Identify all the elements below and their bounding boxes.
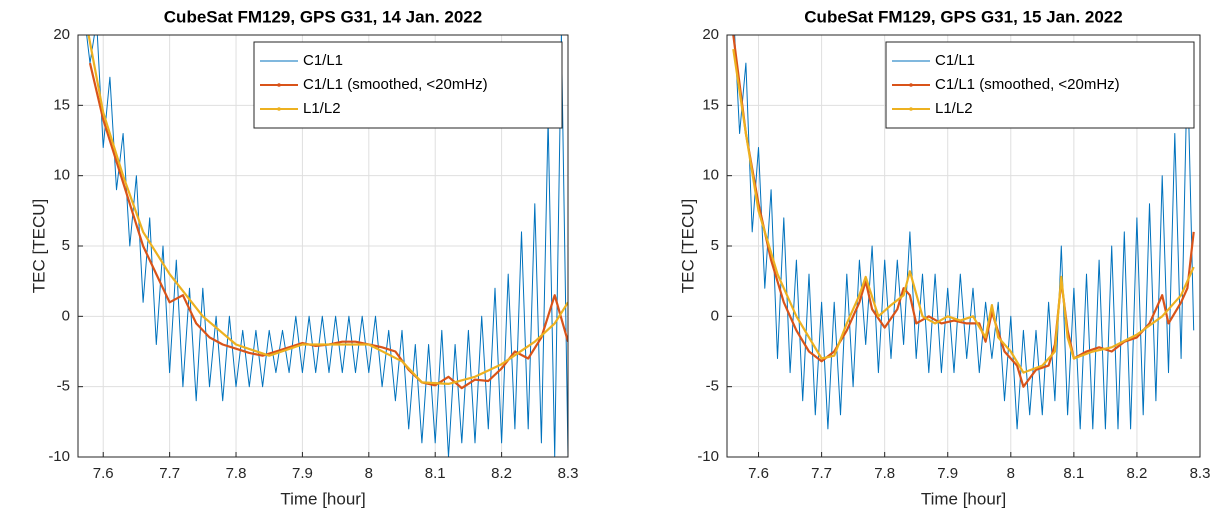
x-tick-label: 7.7	[811, 465, 832, 482]
y-tick-label: 0	[711, 307, 719, 324]
axes: 7.6 7.7 7.8 7.9 8 8.1 8.2 8.3 -10 -5 0 5 10 15 20 CubeS…	[678, 7, 1211, 508]
legend-marker	[277, 107, 281, 111]
legend: C1/L1 C1/L1 (smoothed, <20mHz) L1/L2	[253, 41, 563, 129]
series-group	[86, 35, 568, 457]
x-tick-label: 7.9	[937, 465, 958, 482]
x-tick-label: 7.6	[93, 465, 114, 482]
x-tick-label: 7.6	[748, 465, 769, 482]
y-tick-label: -5	[706, 378, 719, 395]
series-line	[87, 35, 568, 385]
legend-marker	[277, 83, 281, 87]
axes-frame	[77, 34, 569, 458]
y-tick-label: 5	[711, 237, 719, 254]
y-tick-label: 15	[702, 96, 719, 113]
y-tick-label: 15	[53, 96, 70, 113]
axes-frame	[726, 34, 1201, 458]
x-tick-label: 8.3	[558, 465, 579, 482]
legend: C1/L1 C1/L1 (smoothed, <20mHz) L1/L2	[885, 41, 1195, 129]
series-line	[732, 48, 1195, 374]
legend-box	[253, 41, 563, 129]
x-tick-label: 8.1	[425, 465, 446, 482]
legend-label: L1/L2	[303, 100, 341, 117]
x-tick-label: 8.2	[1127, 465, 1148, 482]
y-tick-label: 10	[702, 167, 719, 184]
x-axis-label: Time [hour]	[280, 489, 365, 508]
x-tick-label: 8.2	[491, 465, 512, 482]
y-tick-label: -10	[697, 448, 719, 465]
x-tick-label: 7.8	[874, 465, 895, 482]
axes: 7.6 7.7 7.8 7.9 8 8.1 8.2 8.3 -10 -5 0 5 10 15 20 CubeS…	[29, 7, 579, 508]
y-tick-label: 10	[53, 167, 70, 184]
legend-label: C1/L1 (smoothed, <20mHz)	[935, 76, 1120, 93]
legend-marker	[909, 83, 913, 87]
y-tick-label: -10	[48, 448, 70, 465]
y-tick-label: 20	[702, 26, 719, 43]
y-tick-label: 5	[62, 237, 70, 254]
legend-box	[885, 41, 1195, 129]
y-axis-label: TEC [TECU]	[678, 199, 697, 293]
series-line	[734, 35, 1195, 430]
x-tick-label: 8.3	[1190, 465, 1211, 482]
chart-title: CubeSat FM129, GPS G31, 15 Jan. 2022	[804, 7, 1122, 26]
legend-label: C1/L1 (smoothed, <20mHz)	[303, 76, 488, 93]
legend-label: C1/L1	[303, 52, 343, 69]
x-tick-label: 8.1	[1063, 465, 1084, 482]
y-axis-label: TEC [TECU]	[29, 199, 48, 293]
x-tick-label: 8	[1007, 465, 1015, 482]
y-tick-label: 0	[62, 307, 70, 324]
x-tick-label: 8	[365, 465, 373, 482]
legend-label: L1/L2	[935, 100, 973, 117]
legend-marker	[909, 107, 913, 111]
x-tick-label: 7.9	[292, 465, 313, 482]
y-tick-label: -5	[57, 378, 70, 395]
x-tick-label: 7.8	[226, 465, 247, 482]
legend-label: C1/L1	[935, 52, 975, 69]
chart-title: CubeSat FM129, GPS G31, 14 Jan. 2022	[164, 7, 482, 26]
y-tick-label: 20	[53, 26, 70, 43]
x-tick-label: 7.7	[159, 465, 180, 482]
x-axis-label: Time [hour]	[921, 489, 1006, 508]
series-group	[732, 35, 1195, 430]
